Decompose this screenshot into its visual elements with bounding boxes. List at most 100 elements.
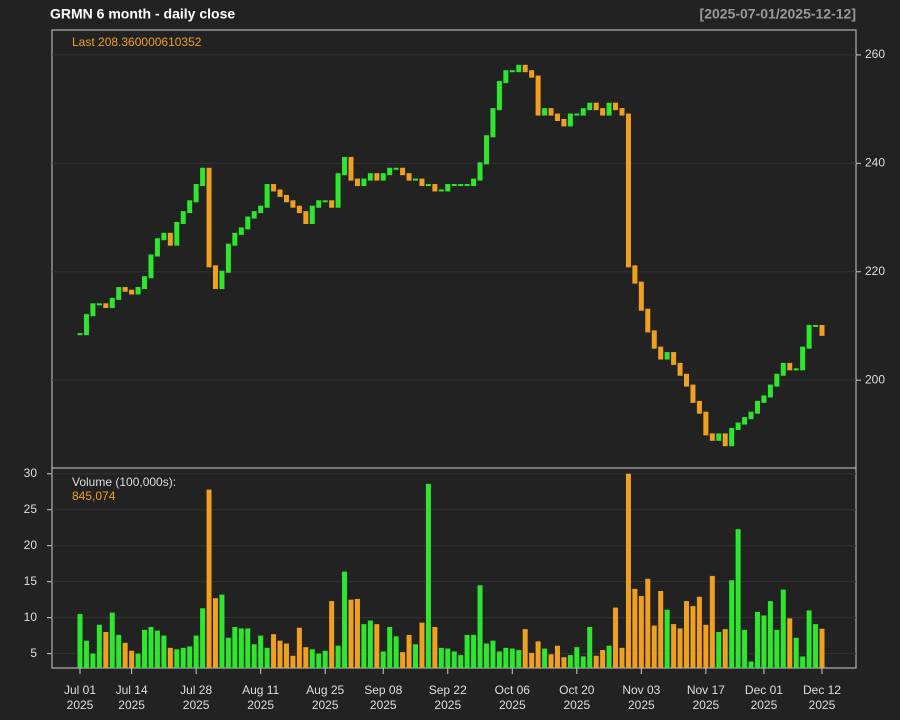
candle (413, 178, 419, 181)
candle (580, 108, 586, 116)
volume-bar (638, 596, 644, 668)
volume-bar (219, 594, 225, 668)
candle (296, 205, 302, 214)
volume-bar (664, 609, 670, 668)
candle (354, 178, 360, 187)
candle (148, 254, 154, 279)
candle (503, 70, 509, 84)
candle (593, 102, 599, 111)
volume-bar (206, 489, 212, 668)
volume-bar (471, 634, 477, 668)
volume-bar (671, 624, 677, 668)
volume-bar (787, 618, 793, 668)
y-tick-label: 10 (24, 610, 38, 624)
candle (83, 314, 89, 336)
x-tick-year: 2025 (809, 698, 836, 712)
volume-bar (406, 634, 412, 668)
volume-bar (748, 661, 754, 668)
candle (387, 167, 393, 176)
candle (509, 70, 515, 73)
y-tick-label: 20 (24, 538, 38, 552)
candle (696, 400, 702, 414)
volume-bar (154, 630, 160, 668)
x-tick-year: 2025 (183, 698, 210, 712)
candle (516, 64, 522, 73)
volume-bar (354, 598, 360, 668)
volume-bar (303, 647, 309, 668)
volume-bar (813, 624, 819, 668)
candle (290, 200, 296, 208)
volume-bar (258, 635, 264, 668)
candle (690, 384, 696, 403)
candle (619, 108, 625, 116)
candle (400, 167, 406, 176)
candle (135, 287, 141, 295)
x-tick-year: 2025 (118, 698, 145, 712)
candle (322, 200, 328, 203)
candle (496, 81, 502, 111)
candle (419, 178, 425, 187)
volume-bar (613, 607, 619, 668)
volume-bar (742, 629, 748, 668)
y-tick-label: 240 (865, 156, 885, 170)
volume-bar (696, 596, 702, 668)
volume-bar (232, 626, 238, 668)
volume-bar (819, 628, 825, 668)
candle (613, 102, 619, 111)
volume-bar (548, 654, 554, 668)
x-tick-year: 2025 (751, 698, 778, 712)
volume-bar (451, 651, 457, 668)
volume-bar (251, 644, 257, 668)
volume-bar (238, 628, 244, 668)
candle (174, 221, 180, 246)
volume-bar (193, 635, 199, 668)
candle (316, 200, 322, 208)
volume-bar (464, 634, 470, 668)
volume-bar (245, 628, 251, 668)
candle (574, 113, 580, 116)
volume-bar (116, 634, 122, 668)
volume-bar (329, 601, 335, 668)
volume-bar (645, 578, 651, 668)
volume-bar (780, 589, 786, 668)
candle (600, 108, 606, 116)
candle (819, 324, 825, 336)
candle (774, 373, 780, 387)
candle (200, 167, 206, 187)
candle (722, 433, 728, 447)
candle (342, 156, 348, 176)
volume-bar (283, 643, 289, 668)
candle (212, 265, 218, 290)
volume-bar (425, 483, 431, 668)
candle (529, 70, 535, 78)
volume-bar (651, 625, 657, 668)
volume-bar (587, 626, 593, 668)
candle (464, 184, 470, 187)
volume-bar (438, 647, 444, 668)
candle (193, 184, 199, 203)
candle (180, 211, 186, 224)
candle (219, 270, 225, 290)
volume-bar (264, 647, 270, 668)
volume-bar (542, 648, 548, 668)
candle (813, 324, 819, 327)
volume-bar (509, 648, 515, 668)
candle (432, 184, 438, 192)
volume-bar (432, 626, 438, 668)
volume-bar (309, 649, 315, 668)
y-tick-label: 200 (865, 372, 885, 386)
volume-bar (703, 624, 709, 668)
candle (154, 238, 160, 257)
candle (658, 346, 664, 360)
candle (335, 173, 341, 208)
x-tick-year: 2025 (563, 698, 590, 712)
candle (716, 433, 722, 441)
candle (548, 108, 554, 116)
volume-bar (77, 614, 83, 668)
volume-bar (729, 580, 735, 668)
volume-bar (793, 637, 799, 668)
candle (800, 346, 806, 371)
candle (122, 287, 128, 292)
